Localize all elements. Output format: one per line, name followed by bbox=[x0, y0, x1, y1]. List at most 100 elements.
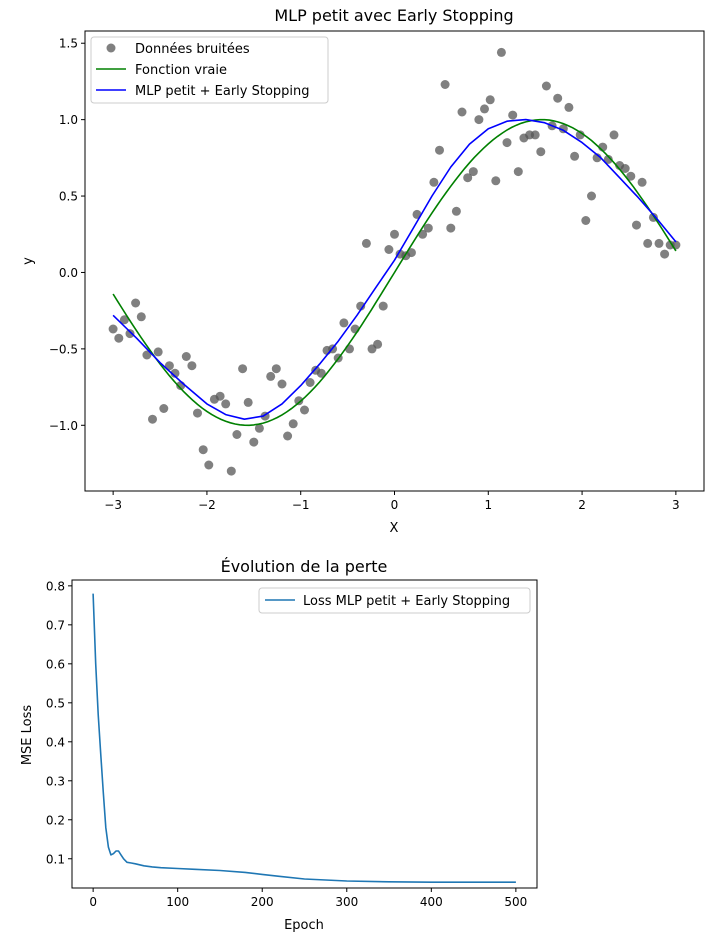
legend-label-mlp: MLP petit + Early Stopping bbox=[135, 84, 310, 99]
y-tick-label: 0.0 bbox=[59, 266, 78, 280]
data-point bbox=[480, 104, 489, 114]
data-point bbox=[345, 344, 354, 354]
x-tick-label: 0 bbox=[391, 498, 399, 512]
data-point bbox=[378, 301, 388, 311]
data-point bbox=[609, 130, 619, 140]
data-point bbox=[204, 460, 214, 470]
data-point bbox=[485, 95, 495, 105]
fit-chart-legend-box bbox=[90, 36, 329, 104]
fit-chart-ylabel: y bbox=[21, 257, 36, 265]
data-point bbox=[283, 431, 293, 441]
data-point bbox=[277, 379, 287, 389]
data-point bbox=[164, 361, 174, 371]
x-tick-label: −3 bbox=[104, 498, 122, 512]
loss-chart-ticks: 0 100 200 300 400 500 0.1 0.2 0.3 0.4 0.5 0.6 0.7 0.8 bbox=[46, 579, 527, 909]
data-point bbox=[451, 206, 461, 216]
data-point bbox=[243, 397, 253, 407]
data-point bbox=[170, 368, 180, 378]
fit-chart-frame bbox=[84, 30, 705, 492]
data-point bbox=[193, 408, 202, 418]
data-point bbox=[153, 347, 163, 357]
data-point bbox=[553, 93, 563, 103]
data-point bbox=[159, 404, 169, 413]
data-point bbox=[564, 102, 574, 112]
loss-chart-ylabel: MSE Loss bbox=[20, 705, 35, 766]
data-point bbox=[575, 130, 585, 140]
loss-chart-xlabel: Epoch bbox=[284, 918, 324, 933]
y-tick-label: 1.5 bbox=[59, 37, 78, 51]
data-point bbox=[496, 47, 506, 57]
data-point bbox=[603, 154, 613, 164]
data-point bbox=[570, 151, 580, 161]
fit-chart: MLP petit avec Early Stopping −3 −2 −1 0 1 2 3… bbox=[21, 6, 705, 536]
data-point bbox=[536, 147, 546, 157]
loss-chart-legend-box bbox=[258, 587, 531, 614]
loss-chart-title: Évolution de la perte bbox=[221, 557, 388, 576]
data-point bbox=[468, 167, 478, 177]
data-point bbox=[384, 245, 394, 254]
data-point bbox=[271, 364, 281, 374]
data-point bbox=[502, 138, 512, 148]
data-point bbox=[491, 176, 501, 186]
data-point bbox=[238, 364, 248, 374]
data-point bbox=[429, 177, 439, 187]
fit-chart-title: MLP petit avec Early Stopping bbox=[274, 6, 513, 25]
data-point bbox=[108, 324, 118, 334]
x-tick-label: 2 bbox=[578, 498, 586, 512]
legend-label-loss: Loss MLP petit + Early Stopping bbox=[303, 594, 510, 609]
data-point bbox=[181, 352, 191, 361]
fit-chart-xlabel: X bbox=[390, 521, 399, 536]
data-point bbox=[361, 238, 371, 248]
true-function-line bbox=[112, 118, 677, 427]
y-tick-label: −0.5 bbox=[49, 342, 78, 356]
x-tick-label: 400 bbox=[420, 895, 443, 909]
x-tick-label: 300 bbox=[335, 895, 358, 909]
data-point bbox=[435, 145, 444, 155]
x-tick-label: 500 bbox=[504, 895, 527, 909]
x-tick-label: −2 bbox=[198, 498, 216, 512]
loss-chart: Évolution de la perte 0 100 200 300 400 500 0.… bbox=[20, 557, 538, 933]
x-tick-label: 100 bbox=[166, 895, 189, 909]
data-point bbox=[339, 318, 349, 328]
data-point bbox=[592, 153, 602, 163]
x-tick-label: −1 bbox=[292, 498, 310, 512]
loss-chart-legend: Loss MLP petit + Early Stopping bbox=[258, 587, 531, 614]
x-tick-label: 3 bbox=[672, 498, 680, 512]
y-tick-label: 0.2 bbox=[46, 813, 65, 827]
y-tick-label: 0.7 bbox=[46, 618, 65, 632]
y-tick-label: 0.8 bbox=[46, 579, 65, 593]
data-point bbox=[587, 191, 596, 201]
data-point bbox=[373, 339, 383, 349]
data-point bbox=[131, 298, 141, 308]
data-point bbox=[114, 333, 124, 343]
data-point bbox=[643, 238, 653, 248]
data-point bbox=[226, 466, 236, 476]
data-point bbox=[187, 361, 197, 371]
y-tick-label: 0.1 bbox=[46, 852, 65, 866]
loss-line bbox=[92, 593, 516, 883]
data-point bbox=[530, 130, 540, 140]
x-tick-label: 0 bbox=[89, 895, 97, 909]
legend-label-true: Fonction vraie bbox=[135, 63, 227, 78]
data-point bbox=[148, 414, 157, 424]
legend-marker-points bbox=[106, 43, 116, 53]
data-point bbox=[474, 115, 484, 125]
y-tick-label: 0.6 bbox=[46, 657, 65, 671]
data-point bbox=[215, 391, 225, 401]
y-tick-label: 0.5 bbox=[59, 190, 78, 204]
data-point bbox=[626, 171, 636, 181]
data-point bbox=[119, 315, 129, 325]
loss-chart-plot-area bbox=[92, 593, 516, 883]
data-point bbox=[620, 164, 630, 173]
data-point bbox=[294, 396, 304, 406]
data-point bbox=[125, 329, 135, 339]
data-point bbox=[254, 423, 264, 433]
fit-chart-legend: Données bruitées Fonction vraie MLP peti… bbox=[90, 36, 329, 104]
data-point bbox=[440, 80, 450, 89]
data-point bbox=[305, 378, 315, 387]
loss-chart-frame bbox=[71, 579, 538, 889]
data-point bbox=[654, 238, 664, 248]
data-point bbox=[142, 350, 152, 360]
legend-label-points: Données bruitées bbox=[135, 42, 250, 57]
